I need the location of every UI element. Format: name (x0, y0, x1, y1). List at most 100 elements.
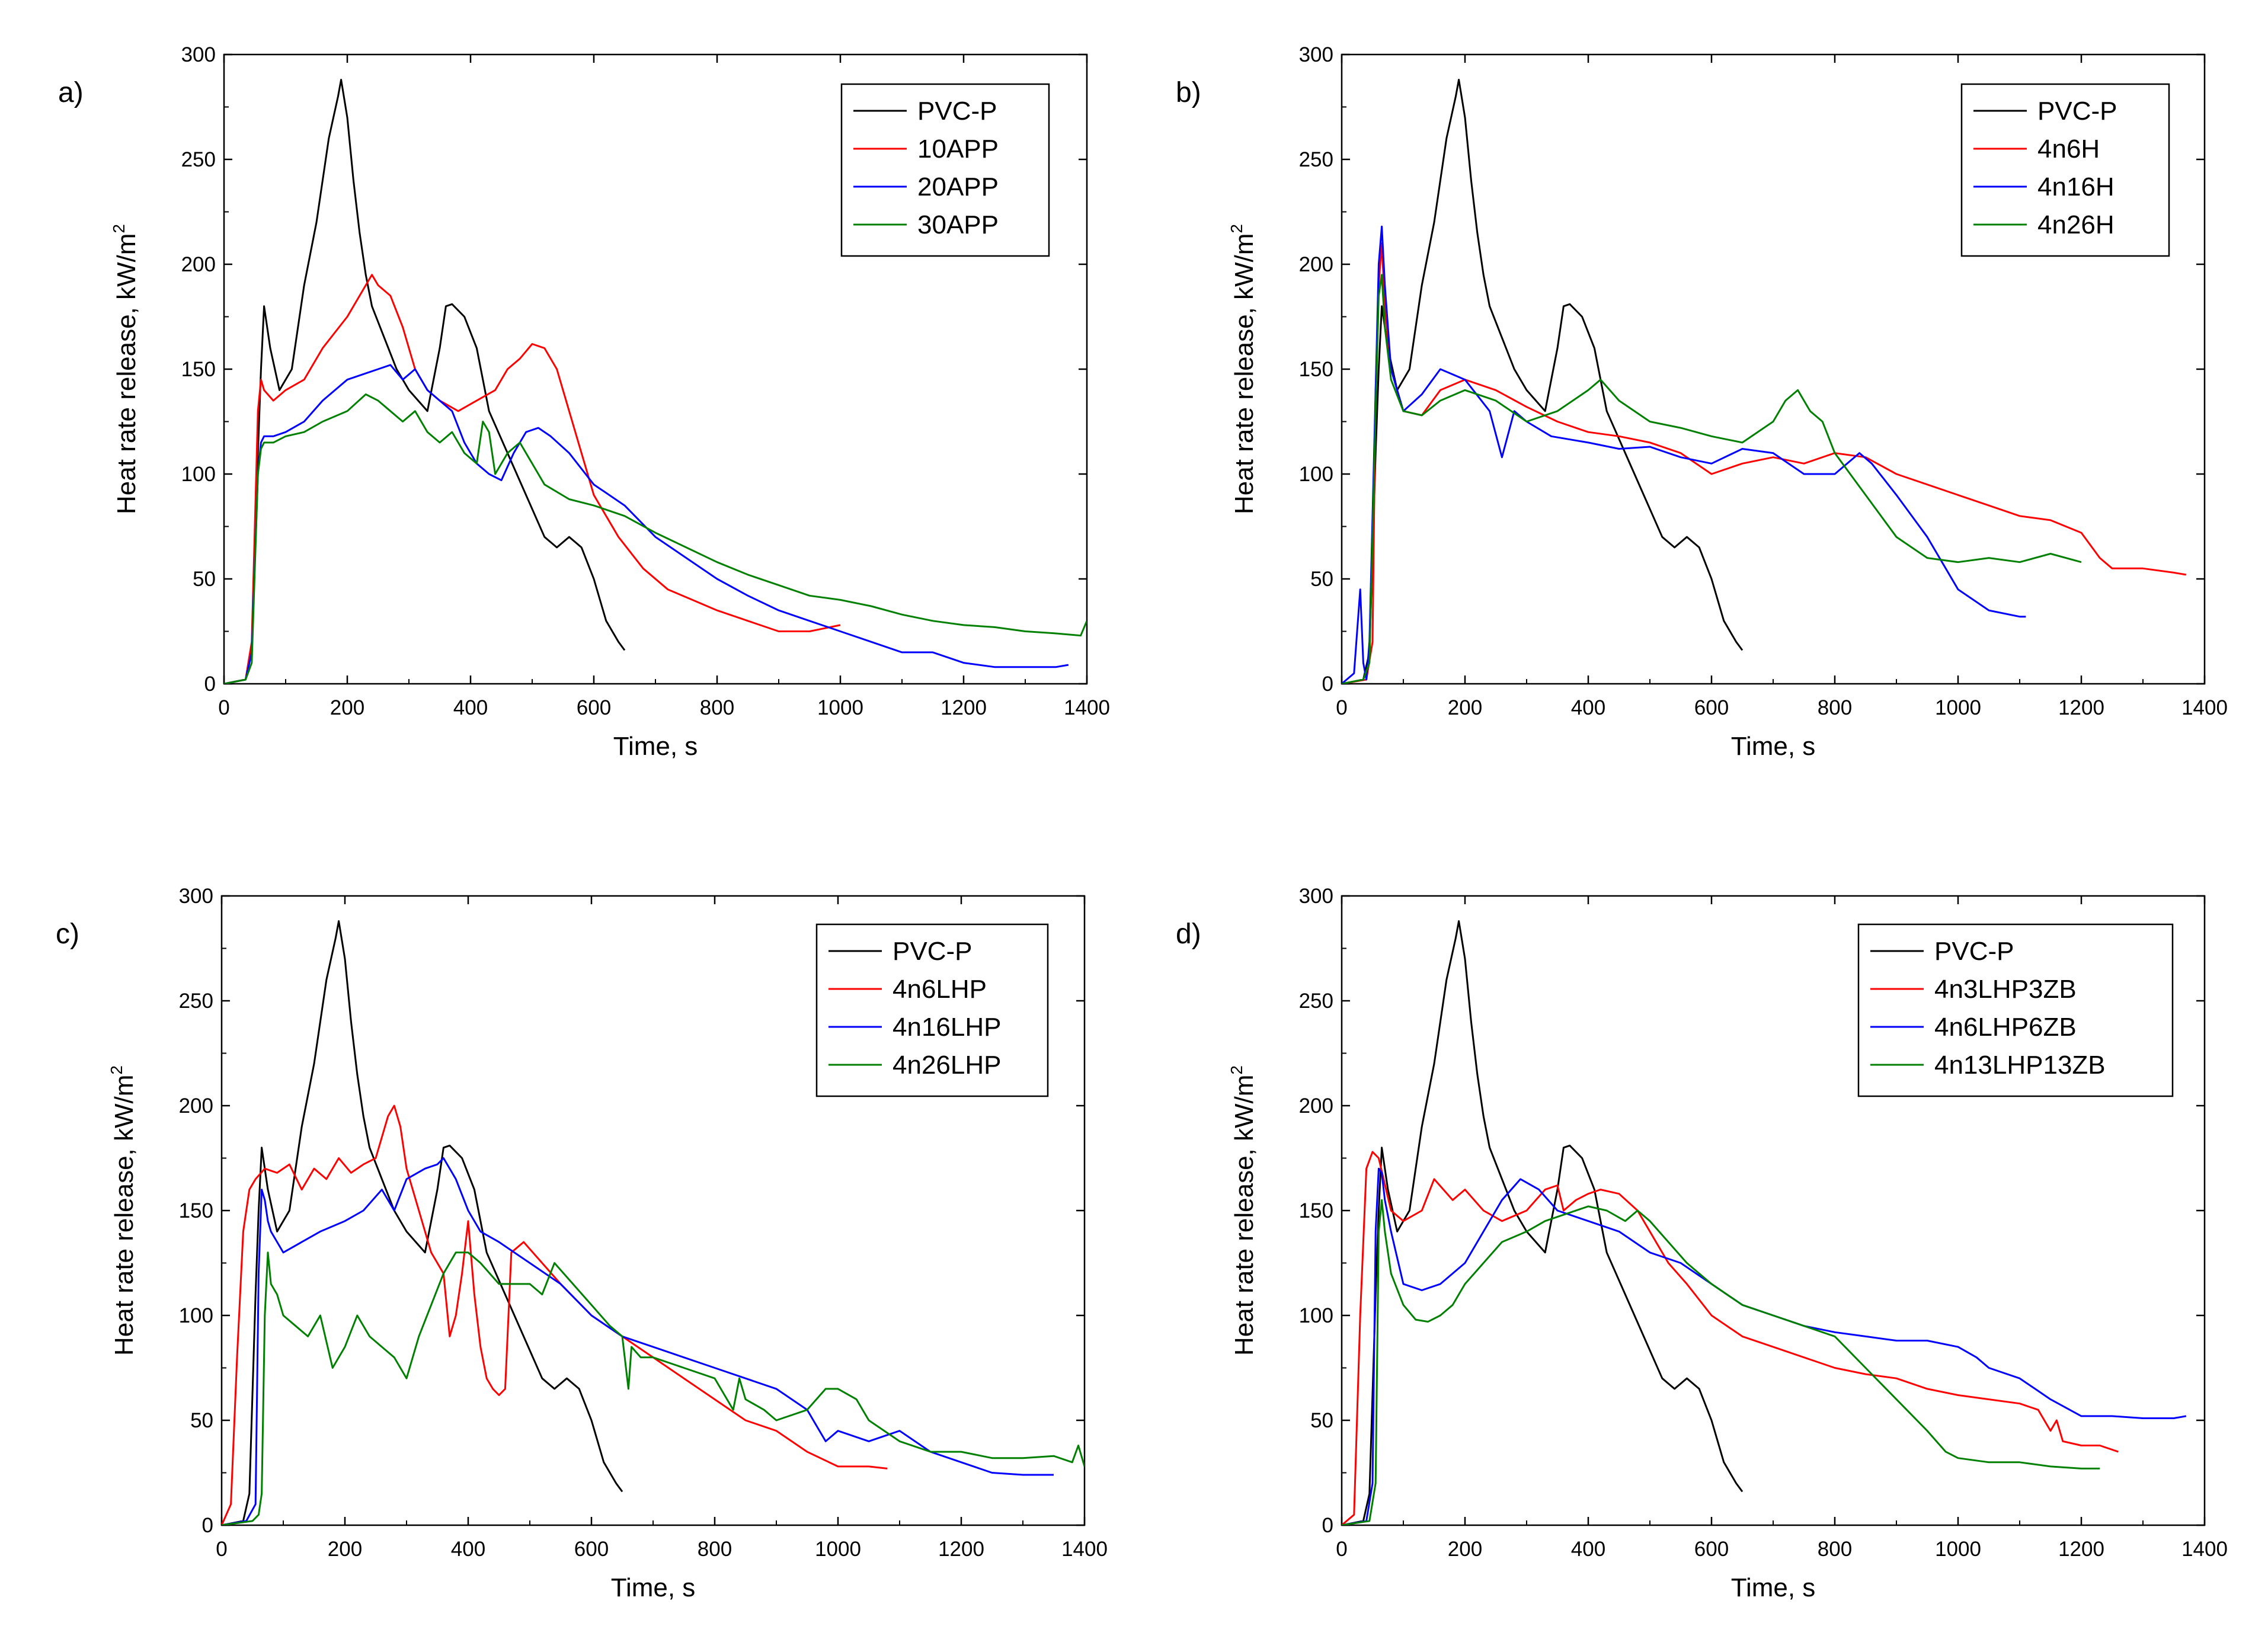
x-tick-label: 800 (1818, 1538, 1852, 1561)
x-tick-label: 400 (1571, 696, 1605, 719)
x-tick-label: 1400 (2181, 1538, 2228, 1561)
y-tick-label: 0 (202, 1514, 213, 1537)
y-axis-title-superscript: 2 (110, 224, 128, 233)
legend-label-20app: 20APP (917, 172, 999, 201)
x-tick-label: 1000 (815, 1538, 861, 1561)
y-tick-label: 50 (1310, 568, 1333, 591)
legend-label-pvc-p: PVC-P (893, 937, 972, 966)
y-tick-label: 150 (179, 1199, 213, 1222)
legend-label-4n13lhp13zb: 4n13LHP13ZB (1934, 1051, 2106, 1080)
legend-label-10app: 10APP (917, 135, 999, 164)
x-tick-label: 200 (330, 696, 364, 719)
y-tick-label: 100 (179, 1304, 213, 1327)
y-tick-label: 50 (193, 568, 216, 591)
x-axis-title: Time, s (613, 732, 698, 761)
series-line-pvc-p (1342, 920, 1744, 1525)
x-tick-label: 600 (1694, 696, 1729, 719)
y-tick-label: 50 (190, 1409, 213, 1432)
x-tick-label: 800 (700, 696, 734, 719)
x-tick-label: 400 (453, 696, 488, 719)
y-axis-title-main: Heat rate release, kW/m (110, 1075, 139, 1356)
y-tick-label: 300 (1299, 43, 1333, 66)
y-axis-title: Heat rate release, kW/m2 (110, 224, 141, 514)
series-line-4n6lhp (222, 1104, 888, 1525)
y-tick-label: 200 (181, 253, 216, 276)
y-tick-label: 100 (1299, 463, 1333, 486)
y-tick-label: 200 (1299, 1094, 1333, 1118)
y-tick-label: 300 (181, 43, 216, 66)
x-tick-label: 1400 (1061, 1538, 1108, 1561)
legend-label-4n3lhp3zb: 4n3LHP3ZB (1934, 975, 2077, 1004)
y-axis-title-superscript: 2 (1227, 1065, 1246, 1075)
y-axis-title: Heat rate release, kW/m2 (1227, 224, 1259, 514)
y-tick-label: 0 (1322, 1514, 1333, 1537)
y-tick-label: 100 (1299, 1304, 1333, 1327)
series-line-4n6h (1342, 242, 2187, 684)
legend-label-pvc-p: PVC-P (917, 97, 997, 126)
y-axis-title-superscript: 2 (107, 1065, 126, 1075)
panel-label: b) (1176, 77, 1201, 108)
x-tick-label: 400 (1571, 1538, 1605, 1561)
series-line-4n16lhp (222, 1157, 1054, 1525)
chart-panel-3: 0 200 400 600 800 1000 1200 1400 0 50 100 150 200 250… (56, 885, 1108, 1602)
x-axis-title: Time, s (1731, 1573, 1816, 1602)
y-tick-label: 300 (179, 885, 213, 908)
x-tick-label: 1000 (817, 696, 863, 719)
x-tick-label: 1200 (938, 1538, 984, 1561)
series-line-4n26h (1342, 274, 2082, 684)
series-line-10app (224, 274, 841, 684)
x-tick-label: 200 (1448, 1538, 1482, 1561)
x-tick-label: 800 (1818, 696, 1852, 719)
x-axis-title: Time, s (611, 1573, 696, 1602)
y-tick-label: 200 (179, 1094, 213, 1118)
y-tick-label: 150 (1299, 358, 1333, 381)
x-tick-label: 1400 (1064, 696, 1110, 719)
panel-label: d) (1176, 918, 1201, 950)
series-line-4n6lhp6zb (1342, 1167, 2187, 1525)
y-axis-title-main: Heat rate release, kW/m (112, 233, 141, 514)
legend-label-30app: 30APP (917, 210, 999, 239)
x-tick-label: 0 (218, 696, 229, 719)
y-axis-title-main: Heat rate release, kW/m (1230, 233, 1259, 514)
legend-label-4n6h: 4n6H (2037, 135, 2100, 164)
y-axis-title: Heat rate release, kW/m2 (107, 1065, 139, 1356)
chart-panel-2: 0 200 400 600 800 1000 1200 1400 0 50 100 150 200 250… (1176, 43, 2228, 761)
x-tick-label: 1200 (2058, 696, 2104, 719)
series-line-4n13lhp13zb (1342, 1199, 2100, 1525)
y-tick-label: 0 (1322, 673, 1333, 696)
series-line-20app (224, 364, 1069, 684)
legend-box (815, 923, 1049, 1097)
legend-label-4n6lhp: 4n6LHP (893, 975, 987, 1004)
chart-panel-1: 0 200 400 600 800 1000 1200 1400 0 50 100 150 200 250… (58, 43, 1110, 761)
legend-box (1857, 923, 2174, 1097)
legend-label-4n16lhp: 4n16LHP (893, 1013, 1001, 1042)
series-line-4n3lhp3zb (1342, 1151, 2119, 1525)
x-tick-label: 1200 (2058, 1538, 2104, 1561)
legend-label-4n6lhp6zb: 4n6LHP6ZB (1934, 1013, 2077, 1042)
series-line-30app (224, 393, 1087, 684)
legend-label-4n26h: 4n26H (2037, 210, 2115, 239)
panel-label: c) (56, 918, 79, 950)
legend-label-4n26lhp: 4n26LHP (893, 1051, 1001, 1080)
y-tick-label: 50 (1310, 1409, 1333, 1432)
y-axis-title-main: Heat rate release, kW/m (1230, 1075, 1259, 1356)
x-tick-label: 600 (574, 1538, 609, 1561)
x-tick-label: 0 (1336, 1538, 1347, 1561)
x-tick-label: 600 (577, 696, 611, 719)
y-axis-title: Heat rate release, kW/m2 (1227, 1065, 1259, 1356)
y-tick-label: 150 (181, 358, 216, 381)
x-axis-title: Time, s (1731, 732, 1816, 761)
y-tick-label: 250 (181, 148, 216, 171)
x-tick-label: 1000 (1935, 696, 1981, 719)
x-tick-label: 200 (1448, 696, 1482, 719)
y-tick-label: 100 (181, 463, 216, 486)
x-tick-label: 1000 (1935, 1538, 1981, 1561)
x-tick-label: 1400 (2181, 696, 2228, 719)
x-tick-label: 400 (451, 1538, 485, 1561)
y-tick-label: 300 (1299, 885, 1333, 908)
series-line-pvc-p (222, 920, 623, 1525)
series-line-pvc-p (224, 79, 626, 684)
y-tick-label: 0 (204, 673, 216, 696)
